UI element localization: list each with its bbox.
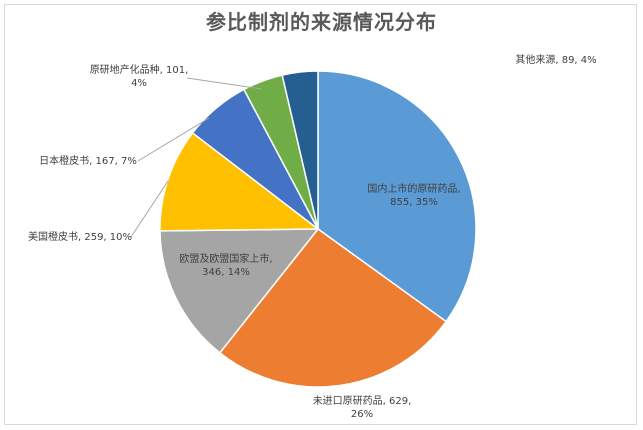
leader-line-5 xyxy=(186,77,263,90)
slice-label-4: 日本橙皮书, 167, 7% xyxy=(39,154,137,167)
slice-label-2: 欧盟及欧盟国家上市, 346, 14% xyxy=(179,252,272,278)
slice-label-1: 未进口原研药品, 629, 26% xyxy=(313,395,412,420)
slice-label-6: 其他来源, 89, 4% xyxy=(515,53,596,66)
pie-slice-6 xyxy=(281,70,319,230)
pie-slice-3 xyxy=(159,131,321,232)
slice-label-3: 美国橙皮书, 259, 10% xyxy=(28,230,132,243)
leader-line-4 xyxy=(137,117,210,162)
chart-title: 参比制剂的来源情况分布 xyxy=(206,10,437,34)
slice-label-0: 国内上市的原研药品, 855, 35% xyxy=(367,182,460,208)
pie-slice-1 xyxy=(218,227,448,388)
leader-line-3 xyxy=(130,180,169,238)
pie-slice-2 xyxy=(159,228,320,354)
pie-slice-0 xyxy=(317,70,477,323)
slice-label-5: 原研地产化品种, 101, 4% xyxy=(90,63,189,89)
